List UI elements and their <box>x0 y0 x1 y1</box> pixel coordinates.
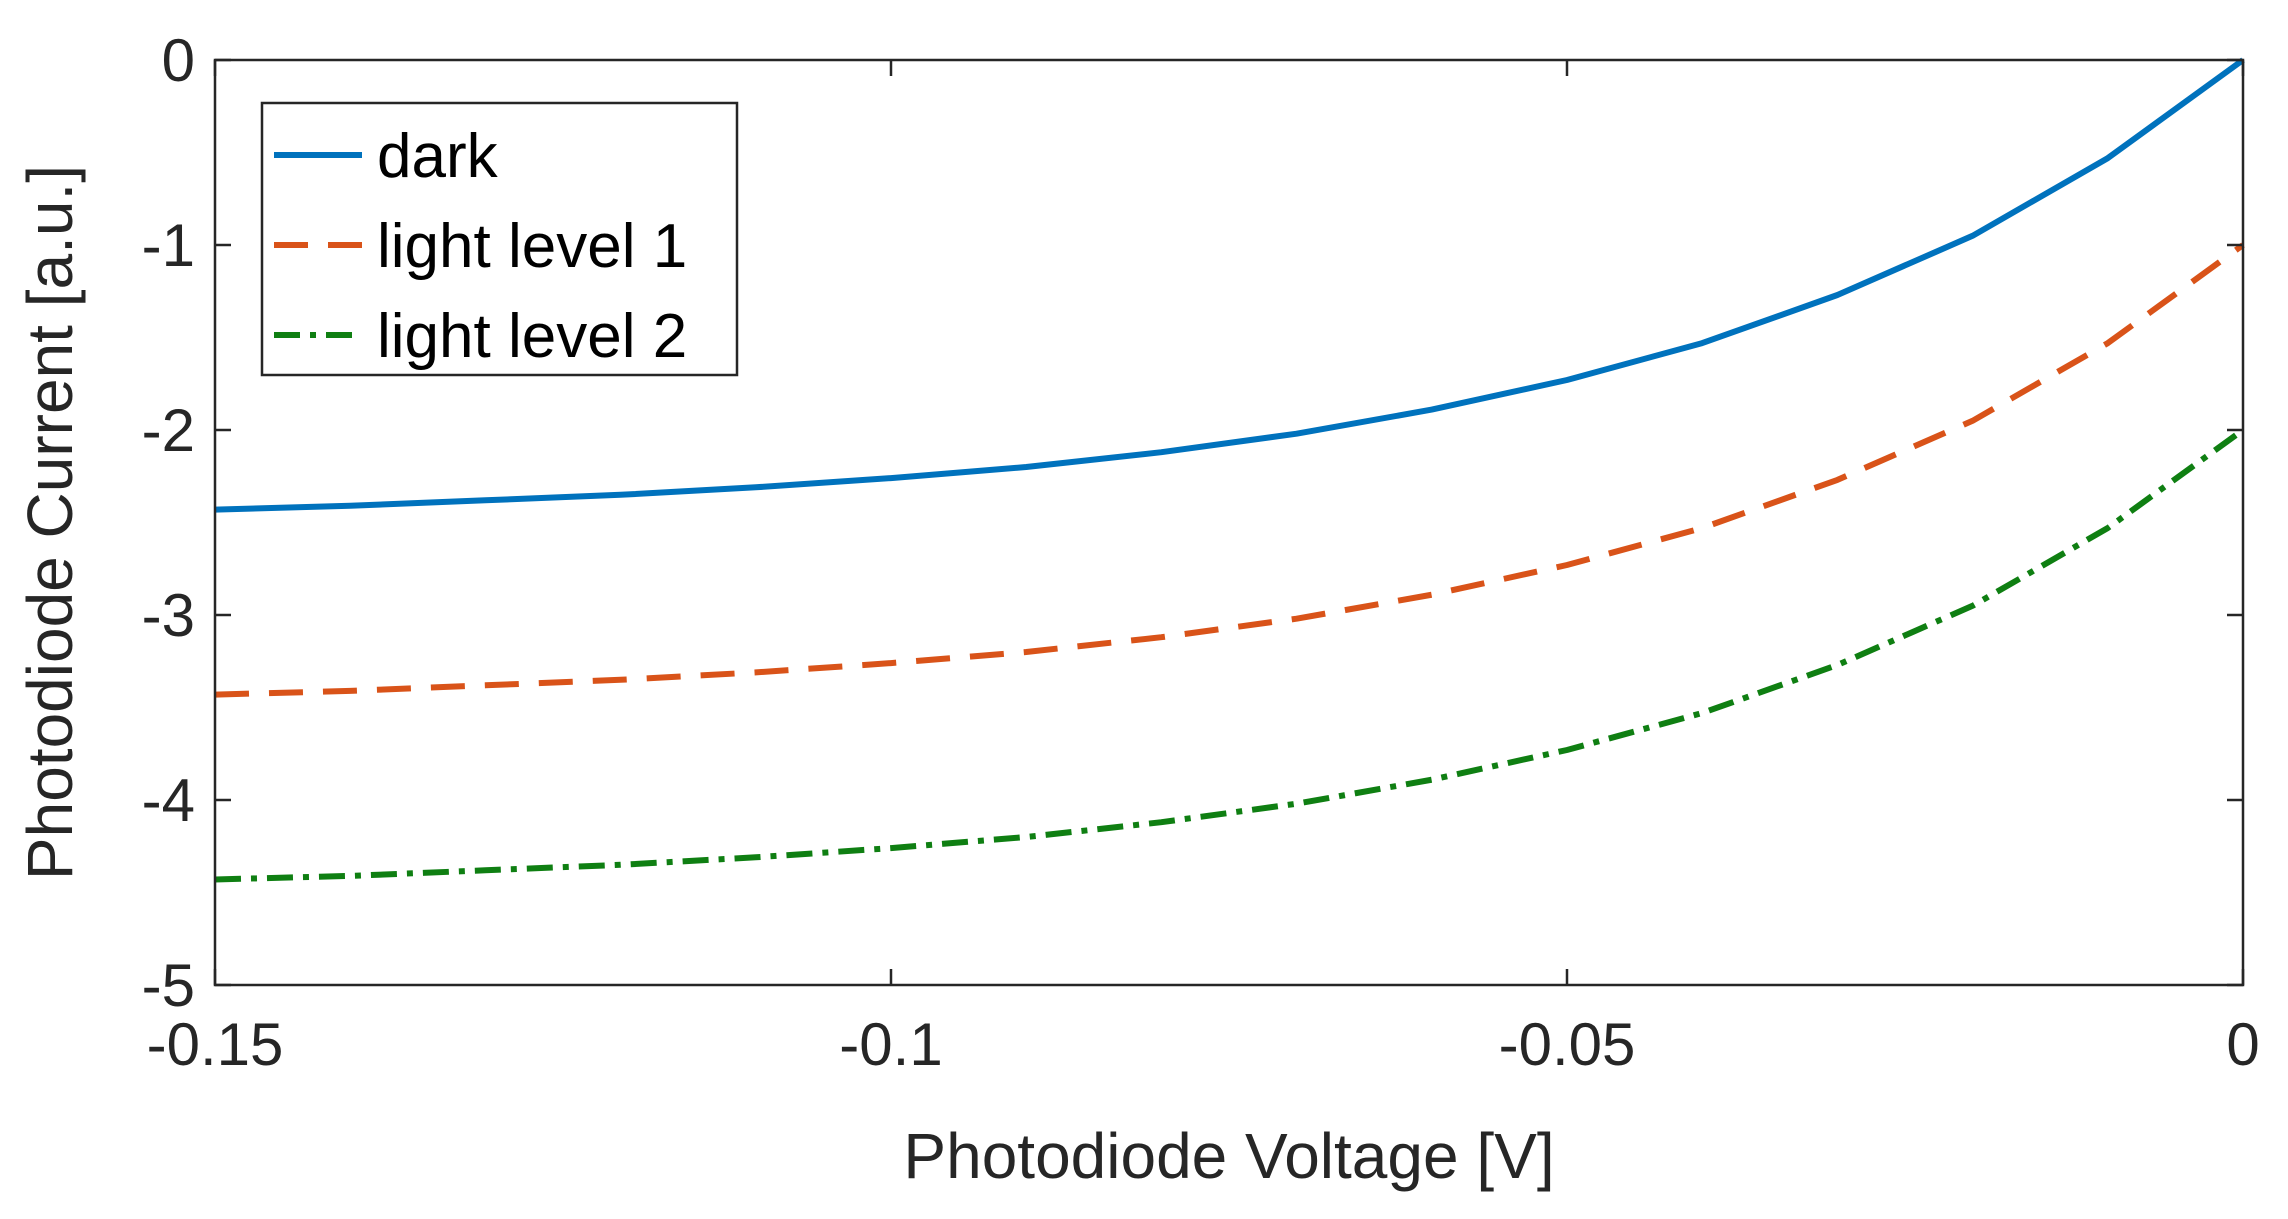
y-tick-label: -1 <box>142 212 195 279</box>
legend-box <box>260 101 739 377</box>
x-tick-label: -0.1 <box>839 1011 942 1078</box>
tick-layer: -0.15 -0.1 -0.05 0 -5 -4 -3 -2 -1 0 <box>142 27 2260 1078</box>
y-axis-title: Photodiode Current [a.u.] <box>14 165 86 880</box>
y-tick-label: -2 <box>142 397 195 464</box>
x-tick-label: 0 <box>2226 1011 2259 1078</box>
series-line-1 <box>214 57 2245 513</box>
plot-area-border <box>213 58 2245 987</box>
x-axis-title: Photodiode Voltage [V] <box>903 1120 1554 1192</box>
x-tick-label: -0.15 <box>147 1011 284 1078</box>
legend-label-2: light level 1 <box>377 212 687 281</box>
legend-label-1: dark <box>377 122 499 191</box>
series-layer <box>214 57 2245 883</box>
series-line-3 <box>214 427 2245 883</box>
legend: dark light level 1 light level 2 <box>260 101 739 377</box>
y-tick-label: -4 <box>142 767 195 834</box>
y-tick-label: -3 <box>142 582 195 649</box>
y-tick-label: -5 <box>142 952 195 1019</box>
x-tick-label: -0.05 <box>1499 1011 1636 1078</box>
y-tick-label: 0 <box>162 27 195 94</box>
series-line-2 <box>214 242 2245 698</box>
legend-label-3: light level 2 <box>377 302 687 371</box>
